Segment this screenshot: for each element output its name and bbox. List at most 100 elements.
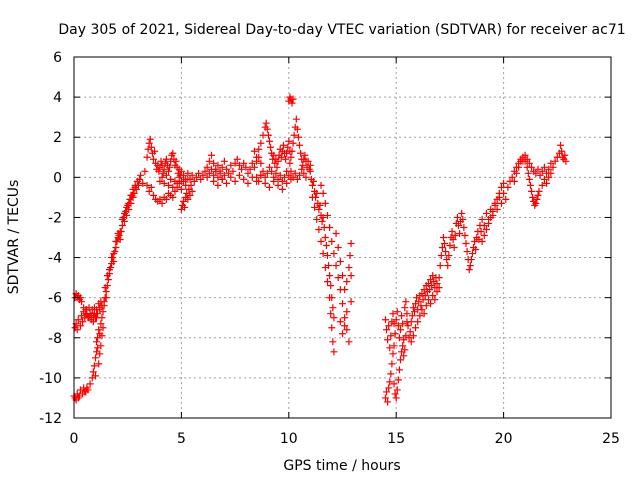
data-point xyxy=(341,322,349,330)
data-point xyxy=(551,157,559,165)
data-point xyxy=(431,296,439,304)
data-point xyxy=(545,165,553,173)
data-point xyxy=(257,159,265,167)
data-point xyxy=(385,322,393,330)
data-point xyxy=(292,115,300,123)
data-point xyxy=(336,318,344,326)
data-point xyxy=(540,163,548,171)
data-point xyxy=(265,163,273,171)
data-point xyxy=(84,386,92,394)
data-point xyxy=(558,147,566,155)
data-point xyxy=(328,238,336,246)
data-point xyxy=(421,292,429,300)
data-point xyxy=(261,179,269,187)
data-point xyxy=(220,157,228,165)
plot-frame xyxy=(73,56,612,419)
data-point xyxy=(160,179,168,187)
data-point xyxy=(257,139,265,147)
data-point xyxy=(97,342,105,350)
data-point xyxy=(136,175,144,183)
x-tick-label: 25 xyxy=(602,431,620,447)
y-tick-label: -10 xyxy=(39,371,62,387)
data-point xyxy=(197,175,205,183)
data-point xyxy=(383,388,391,396)
data-point xyxy=(532,199,540,207)
data-point xyxy=(478,238,486,246)
data-point xyxy=(549,163,557,171)
data-point xyxy=(78,298,86,306)
data-point xyxy=(407,338,415,346)
data-point xyxy=(268,167,276,175)
data-point xyxy=(212,165,220,173)
data-point xyxy=(451,231,459,239)
y-tick-label: -12 xyxy=(39,411,62,427)
data-point xyxy=(418,306,426,314)
data-point xyxy=(392,394,400,402)
data-point xyxy=(203,163,211,171)
data-point xyxy=(100,302,108,310)
data-point xyxy=(504,183,512,191)
data-point xyxy=(108,254,116,262)
data-point xyxy=(346,252,354,260)
data-point xyxy=(395,366,403,374)
data-point xyxy=(399,342,407,350)
data-point xyxy=(277,153,285,161)
data-point xyxy=(294,133,302,141)
data-point xyxy=(313,215,321,223)
data-point xyxy=(400,352,408,360)
data-point xyxy=(480,231,488,239)
data-point xyxy=(180,197,188,205)
data-point xyxy=(165,181,173,189)
data-point xyxy=(393,308,401,316)
data-point xyxy=(291,169,299,177)
data-point xyxy=(244,169,252,177)
data-point xyxy=(187,181,195,189)
data-point xyxy=(274,175,282,183)
data-point xyxy=(120,209,128,217)
data-point xyxy=(512,169,520,177)
data-point xyxy=(329,338,337,346)
data-point xyxy=(341,286,349,294)
data-point xyxy=(396,356,404,364)
data-point xyxy=(116,236,124,244)
data-point xyxy=(274,157,282,165)
data-point xyxy=(424,296,432,304)
data-point xyxy=(112,244,120,252)
data-point xyxy=(448,227,456,235)
data-point xyxy=(278,177,286,185)
data-point xyxy=(315,225,323,233)
data-point xyxy=(326,223,334,231)
data-point xyxy=(231,159,239,167)
data-point xyxy=(195,169,203,177)
data-point xyxy=(332,262,340,270)
data-point xyxy=(384,398,392,406)
data-point xyxy=(386,378,394,386)
data-point xyxy=(162,155,170,163)
data-point xyxy=(210,177,218,185)
data-point xyxy=(281,173,289,181)
data-point xyxy=(137,171,145,179)
data-point xyxy=(387,370,395,378)
data-point xyxy=(146,135,154,143)
data-point xyxy=(323,252,331,260)
y-tick-label: -4 xyxy=(48,251,62,267)
data-point xyxy=(493,195,501,203)
data-point xyxy=(94,334,102,342)
data-point xyxy=(547,169,555,177)
data-point xyxy=(444,262,452,270)
data-point xyxy=(390,380,398,388)
data-point xyxy=(463,248,471,256)
data-point xyxy=(265,137,273,145)
data-point xyxy=(327,310,335,318)
data-point xyxy=(162,195,170,203)
data-point xyxy=(465,266,473,274)
x-tick-label: 0 xyxy=(70,431,79,447)
data-point xyxy=(257,171,265,179)
data-point xyxy=(441,240,449,248)
data-point xyxy=(409,304,417,312)
data-point xyxy=(141,167,149,175)
data-point xyxy=(139,179,147,187)
data-point xyxy=(435,284,443,292)
data-point xyxy=(330,348,338,356)
